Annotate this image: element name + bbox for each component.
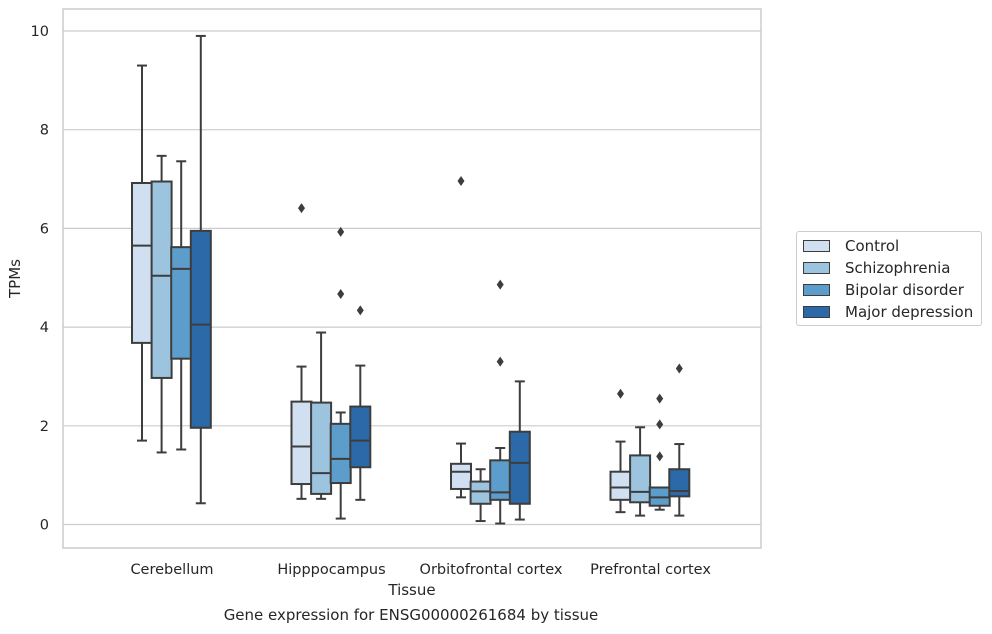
box-body: [629, 454, 652, 504]
outlier-marker: [298, 203, 305, 214]
box-cerebellum-bipolar-disorder: [170, 160, 193, 451]
box-orbitofrontal-cortex-control: [450, 176, 472, 499]
y-tick-label: 8: [40, 123, 49, 139]
y-tick-label: 0: [40, 518, 49, 534]
outlier-marker: [675, 363, 683, 374]
box-body: [329, 422, 352, 485]
outlier-marker: [496, 279, 504, 290]
box-cerebellum-control: [131, 64, 153, 442]
legend-item-major-depression: Major depression: [803, 302, 973, 322]
outlier-marker: [496, 356, 504, 367]
outlier-marker: [337, 289, 345, 300]
box-cerebellum-major-depression: [189, 34, 212, 505]
legend-item-bipolar-disorder: Bipolar disorder: [803, 280, 964, 300]
box-prefrontal-cortex-bipolar-disorder: [648, 393, 671, 511]
box-orbitofrontal-cortex-schizophrenia: [469, 468, 492, 523]
legend-label-control: Control: [845, 237, 900, 255]
y-axis-ticks: 0 2 4 6 8 10: [31, 24, 49, 534]
legend-label-schizophrenia: Schizophrenia: [845, 259, 951, 277]
legend-swatch-schizophrenia: [803, 262, 830, 274]
box-orbitofrontal-cortex-bipolar-disorder: [489, 279, 512, 525]
legend-item-schizophrenia: Schizophrenia: [803, 258, 950, 278]
box-body: [131, 181, 153, 344]
outlier-marker: [457, 176, 465, 187]
outlier-marker: [337, 226, 345, 237]
x-tick-label-prefrontal-cortex: Prefrontal cortex: [590, 562, 711, 578]
box-body: [349, 405, 372, 469]
box-body: [489, 459, 512, 501]
box-orbitofrontal-cortex-major-depression: [508, 380, 531, 521]
legend-label-bipolar-disorder: Bipolar disorder: [845, 281, 964, 299]
box-prefrontal-cortex-major-depression: [668, 363, 691, 517]
x-tick-label-hipppocampus: Hipppocampus: [277, 562, 385, 578]
box-prefrontal-cortex-schizophrenia: [629, 426, 652, 517]
box-body: [668, 468, 691, 498]
box-hipppocampus-control: [290, 203, 313, 500]
box-body: [150, 180, 173, 379]
box-cerebellum-schizophrenia: [150, 154, 173, 454]
chart-caption: Gene expression for ENSG00000261684 by t…: [223, 606, 599, 624]
box-body: [170, 246, 193, 360]
box-body: [310, 401, 333, 495]
x-tick-label-cerebellum: Cerebellum: [130, 562, 213, 578]
legend-swatch-control: [803, 240, 830, 252]
x-tick-label-orbitofrontal-cortex: Orbitofrontal cortex: [420, 562, 563, 578]
y-tick-label: 10: [31, 24, 49, 40]
box-hipppocampus-schizophrenia: [310, 331, 333, 500]
legend-item-control: Control: [803, 236, 899, 256]
plot-frame: [62, 8, 762, 549]
y-tick-label: 4: [40, 320, 49, 336]
outlier-marker: [617, 388, 624, 399]
box-body: [290, 400, 313, 486]
box-body: [450, 462, 472, 490]
box-prefrontal-cortex-control: [609, 388, 632, 514]
box-body: [469, 480, 492, 505]
boxes: [131, 34, 691, 525]
x-axis-ticks: Cerebellum Hipppocampus Orbitofrontal cort…: [130, 562, 711, 578]
outlier-marker: [656, 393, 664, 404]
y-axis-label: TPMs: [6, 259, 24, 299]
outlier-marker: [656, 451, 664, 462]
x-axis-label: Tissue: [387, 581, 435, 599]
box-body: [189, 229, 212, 429]
outlier-marker: [356, 305, 364, 316]
outlier-marker: [656, 419, 664, 430]
box-hipppocampus-major-depression: [349, 305, 372, 501]
box-hipppocampus-bipolar-disorder: [329, 226, 352, 520]
box-body: [609, 470, 632, 501]
legend-swatch-bipolar-disorder: [803, 284, 830, 296]
y-tick-label: 2: [40, 419, 49, 435]
y-tick-label: 6: [40, 221, 49, 237]
legend-label-major-depression: Major depression: [845, 303, 974, 321]
legend: Control Schizophrenia Bipolar disorder M…: [796, 231, 982, 326]
legend-swatch-major-depression: [803, 306, 830, 318]
box-body: [508, 430, 531, 505]
